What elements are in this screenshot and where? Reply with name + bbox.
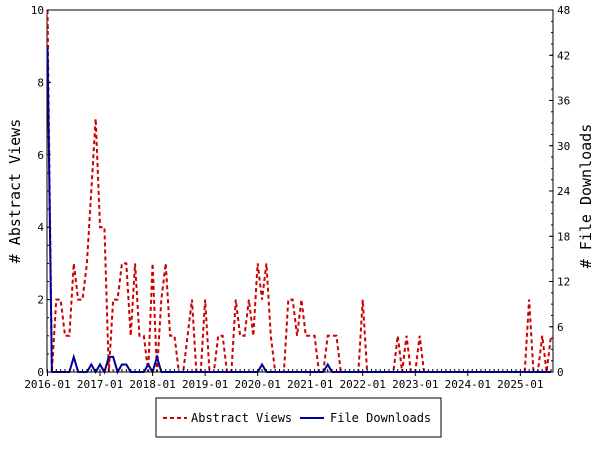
legend: Abstract Views File Downloads bbox=[155, 397, 442, 438]
legend-box bbox=[155, 397, 442, 438]
y-left-tick-label: 8 bbox=[37, 76, 44, 89]
x-tick-label: 2018-01 bbox=[129, 378, 175, 391]
x-tick-label: 2025-01 bbox=[497, 378, 543, 391]
series-layer bbox=[46, 9, 552, 375]
legend-label-abstract-views: Abstract Views bbox=[191, 411, 292, 425]
x-tick-label: 2023-01 bbox=[392, 378, 438, 391]
y-right-tick-label: 42 bbox=[557, 49, 570, 62]
y-right-tick-label: 0 bbox=[557, 366, 564, 379]
series-line-abstract-views bbox=[46, 9, 552, 373]
y-axis-left-title: # Abstract Views bbox=[6, 119, 24, 264]
x-tick-label: 2020-01 bbox=[234, 378, 280, 391]
y-right-tick-label: 18 bbox=[557, 230, 570, 243]
x-tick-label: 2022-01 bbox=[340, 378, 386, 391]
y-axis-left: 0 2 4 6 8 10 bbox=[31, 4, 51, 379]
x-tick-label: 2024-01 bbox=[445, 378, 491, 391]
y-left-tick-label: 2 bbox=[37, 294, 44, 307]
y-right-tick-label: 30 bbox=[557, 140, 570, 153]
y-axis-right-title: # File Downloads bbox=[577, 124, 595, 269]
x-tick-label: 2016-01 bbox=[24, 378, 70, 391]
x-axis: 2016-01 2017-01 2018-01 2019-01 2020-01 2021-… bbox=[24, 369, 552, 391]
x-tick-label: 2017-01 bbox=[77, 378, 123, 391]
y-right-tick-label: 12 bbox=[557, 276, 570, 289]
y-left-tick-label: 10 bbox=[31, 4, 44, 17]
y-left-tick-label: 4 bbox=[37, 221, 44, 234]
y-right-tick-label: 48 bbox=[557, 4, 570, 17]
x-tick-label: 2021-01 bbox=[287, 378, 333, 391]
x-tick-label: 2019-01 bbox=[182, 378, 228, 391]
y-right-tick-label: 6 bbox=[557, 321, 564, 334]
y-right-tick-label: 24 bbox=[557, 185, 571, 198]
legend-label-file-downloads: File Downloads bbox=[330, 411, 431, 425]
y-right-tick-label: 36 bbox=[557, 95, 570, 108]
series-line-file-downloads bbox=[46, 47, 551, 375]
y-axis-right: 0 6 12 18 24 30 36 42 48 bbox=[549, 4, 571, 379]
y-left-tick-label: 0 bbox=[37, 366, 44, 379]
y-left-tick-label: 6 bbox=[37, 149, 44, 162]
